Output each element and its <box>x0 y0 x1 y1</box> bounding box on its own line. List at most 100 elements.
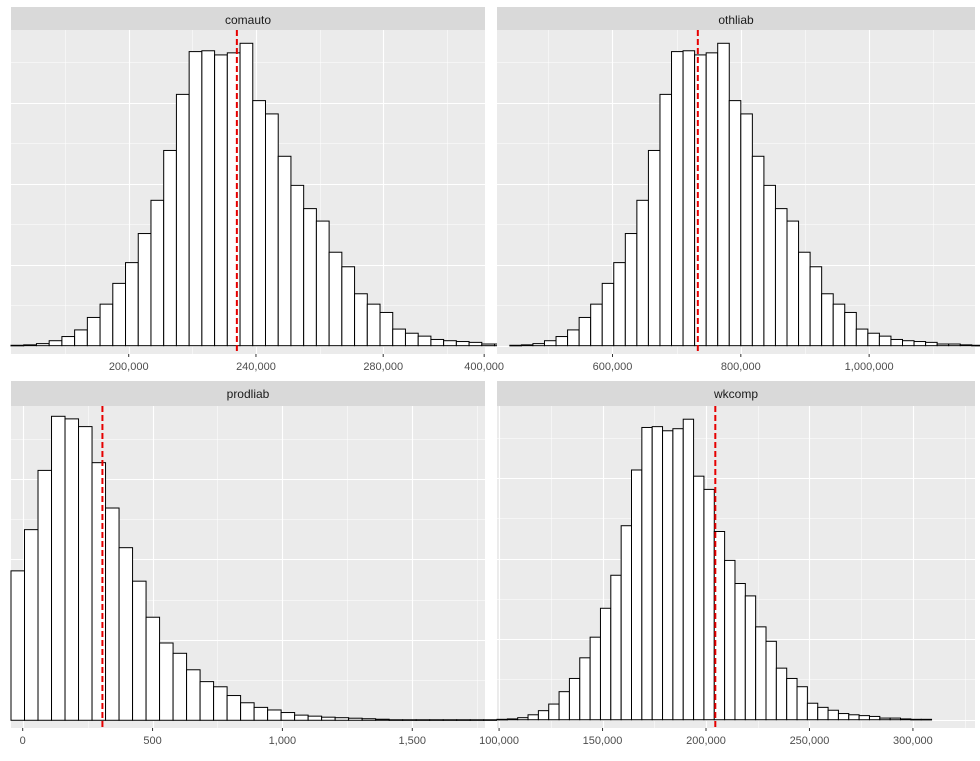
histogram-bar <box>817 706 829 721</box>
histogram-bar <box>579 657 591 721</box>
histogram-bar <box>889 717 902 721</box>
histogram-bar <box>51 415 66 721</box>
histogram-bar <box>555 336 569 347</box>
histogram-bar <box>280 712 296 721</box>
histogram-bar <box>37 469 53 721</box>
histogram-bar <box>469 719 485 721</box>
histogram-bar <box>496 718 508 721</box>
histogram-bar <box>774 208 788 347</box>
histogram-bar <box>188 51 203 347</box>
histogram-bar <box>867 332 880 347</box>
histogram-bar <box>527 714 539 721</box>
histogram-bar <box>703 488 715 721</box>
histogram-bar <box>415 719 431 721</box>
histogram-bar <box>682 418 695 721</box>
strip-background <box>11 7 485 30</box>
histogram-bar <box>226 695 242 721</box>
x-tick-label: 200,000 <box>686 735 726 747</box>
histogram-bar <box>902 340 915 347</box>
histogram-bar <box>878 335 892 347</box>
x-tick-label: 500 <box>143 735 161 747</box>
histogram-bar <box>392 328 406 347</box>
histogram-bar <box>517 717 529 721</box>
histogram-bar <box>548 703 560 721</box>
histogram-bar <box>468 341 483 347</box>
histogram-bar <box>10 570 26 721</box>
histogram-bar <box>717 42 730 347</box>
histogram-bar <box>429 719 444 721</box>
histogram-bar <box>599 607 612 721</box>
histogram-bar <box>936 343 950 347</box>
histogram-bar <box>925 341 938 347</box>
x-tick-label: 600,000 <box>593 361 633 373</box>
x-tick-label: 400,000 <box>464 361 504 373</box>
histogram-bar <box>796 686 808 721</box>
histogram-bar <box>379 311 394 347</box>
histogram-bar <box>253 706 269 721</box>
x-axis-ticks: 200,000 240,000 280,000 <box>109 354 403 373</box>
histogram-bar <box>740 113 753 347</box>
histogram-bar <box>112 282 127 347</box>
histogram-bar <box>734 583 746 721</box>
histogram-bar <box>558 691 570 721</box>
histogram-bar <box>858 715 870 721</box>
histogram-bar <box>118 547 134 721</box>
histogram-bar <box>624 233 638 347</box>
histogram-bar <box>590 303 603 347</box>
x-axis-ticks: 400,000 600,000 800,000 1,000,000 <box>464 354 894 373</box>
histogram-bar <box>959 344 973 347</box>
histogram-bar <box>806 702 819 721</box>
histogram-bar <box>334 717 350 721</box>
histogram-bar <box>361 718 377 721</box>
histogram-bar <box>509 344 522 347</box>
histogram-bar <box>375 718 390 721</box>
histogram-bar <box>827 709 839 721</box>
histogram-bar <box>64 418 80 721</box>
histogram-bar <box>913 341 927 347</box>
histogram-bar <box>844 311 857 347</box>
histogram-bar <box>693 475 705 721</box>
x-tick-label: 1,000,000 <box>845 361 894 373</box>
histogram-bar <box>832 303 846 347</box>
histogram-bar <box>568 677 581 721</box>
histogram-bar <box>307 715 323 721</box>
histogram-bar <box>456 719 471 721</box>
histogram-bar <box>159 642 174 721</box>
x-tick-label: 100,000 <box>479 735 519 747</box>
histogram-bar <box>589 636 601 721</box>
histogram-bar <box>48 340 63 347</box>
histogram-bar <box>910 718 922 721</box>
histogram-bar <box>277 155 292 347</box>
histogram-bar <box>172 652 188 721</box>
histogram-bar <box>74 329 88 347</box>
histogram-bar <box>520 344 534 347</box>
histogram-bar <box>150 199 165 347</box>
histogram-bar <box>613 262 626 347</box>
histogram-bar <box>388 719 404 721</box>
strip-background <box>497 7 975 30</box>
histogram-bar <box>175 93 190 347</box>
histogram-bar <box>636 199 649 347</box>
histogram-bar <box>201 50 216 347</box>
histogram-bar <box>199 681 215 721</box>
strip-label: comauto <box>225 13 271 27</box>
x-tick-label: 200,000 <box>109 361 149 373</box>
histogram-bar <box>620 525 633 721</box>
histogram-bar <box>631 469 643 721</box>
histogram-bar <box>809 266 823 347</box>
histogram-bar <box>786 677 798 721</box>
histogram-bar <box>23 344 37 347</box>
x-tick-label: 250,000 <box>790 735 830 747</box>
histogram-bar <box>705 52 719 347</box>
histogram-bar <box>348 717 363 721</box>
histogram-bar <box>763 184 776 347</box>
histogram-bar <box>868 715 881 721</box>
x-axis-ticks: 100,000 150,000 200,000 250,000 300,000 <box>479 728 933 747</box>
histogram-bar <box>567 329 580 347</box>
histogram-bar <box>35 343 50 347</box>
histogram-bar <box>728 100 742 347</box>
histogram-bar <box>443 340 457 347</box>
histogram-bar <box>601 282 615 347</box>
histogram-bar <box>240 702 255 721</box>
